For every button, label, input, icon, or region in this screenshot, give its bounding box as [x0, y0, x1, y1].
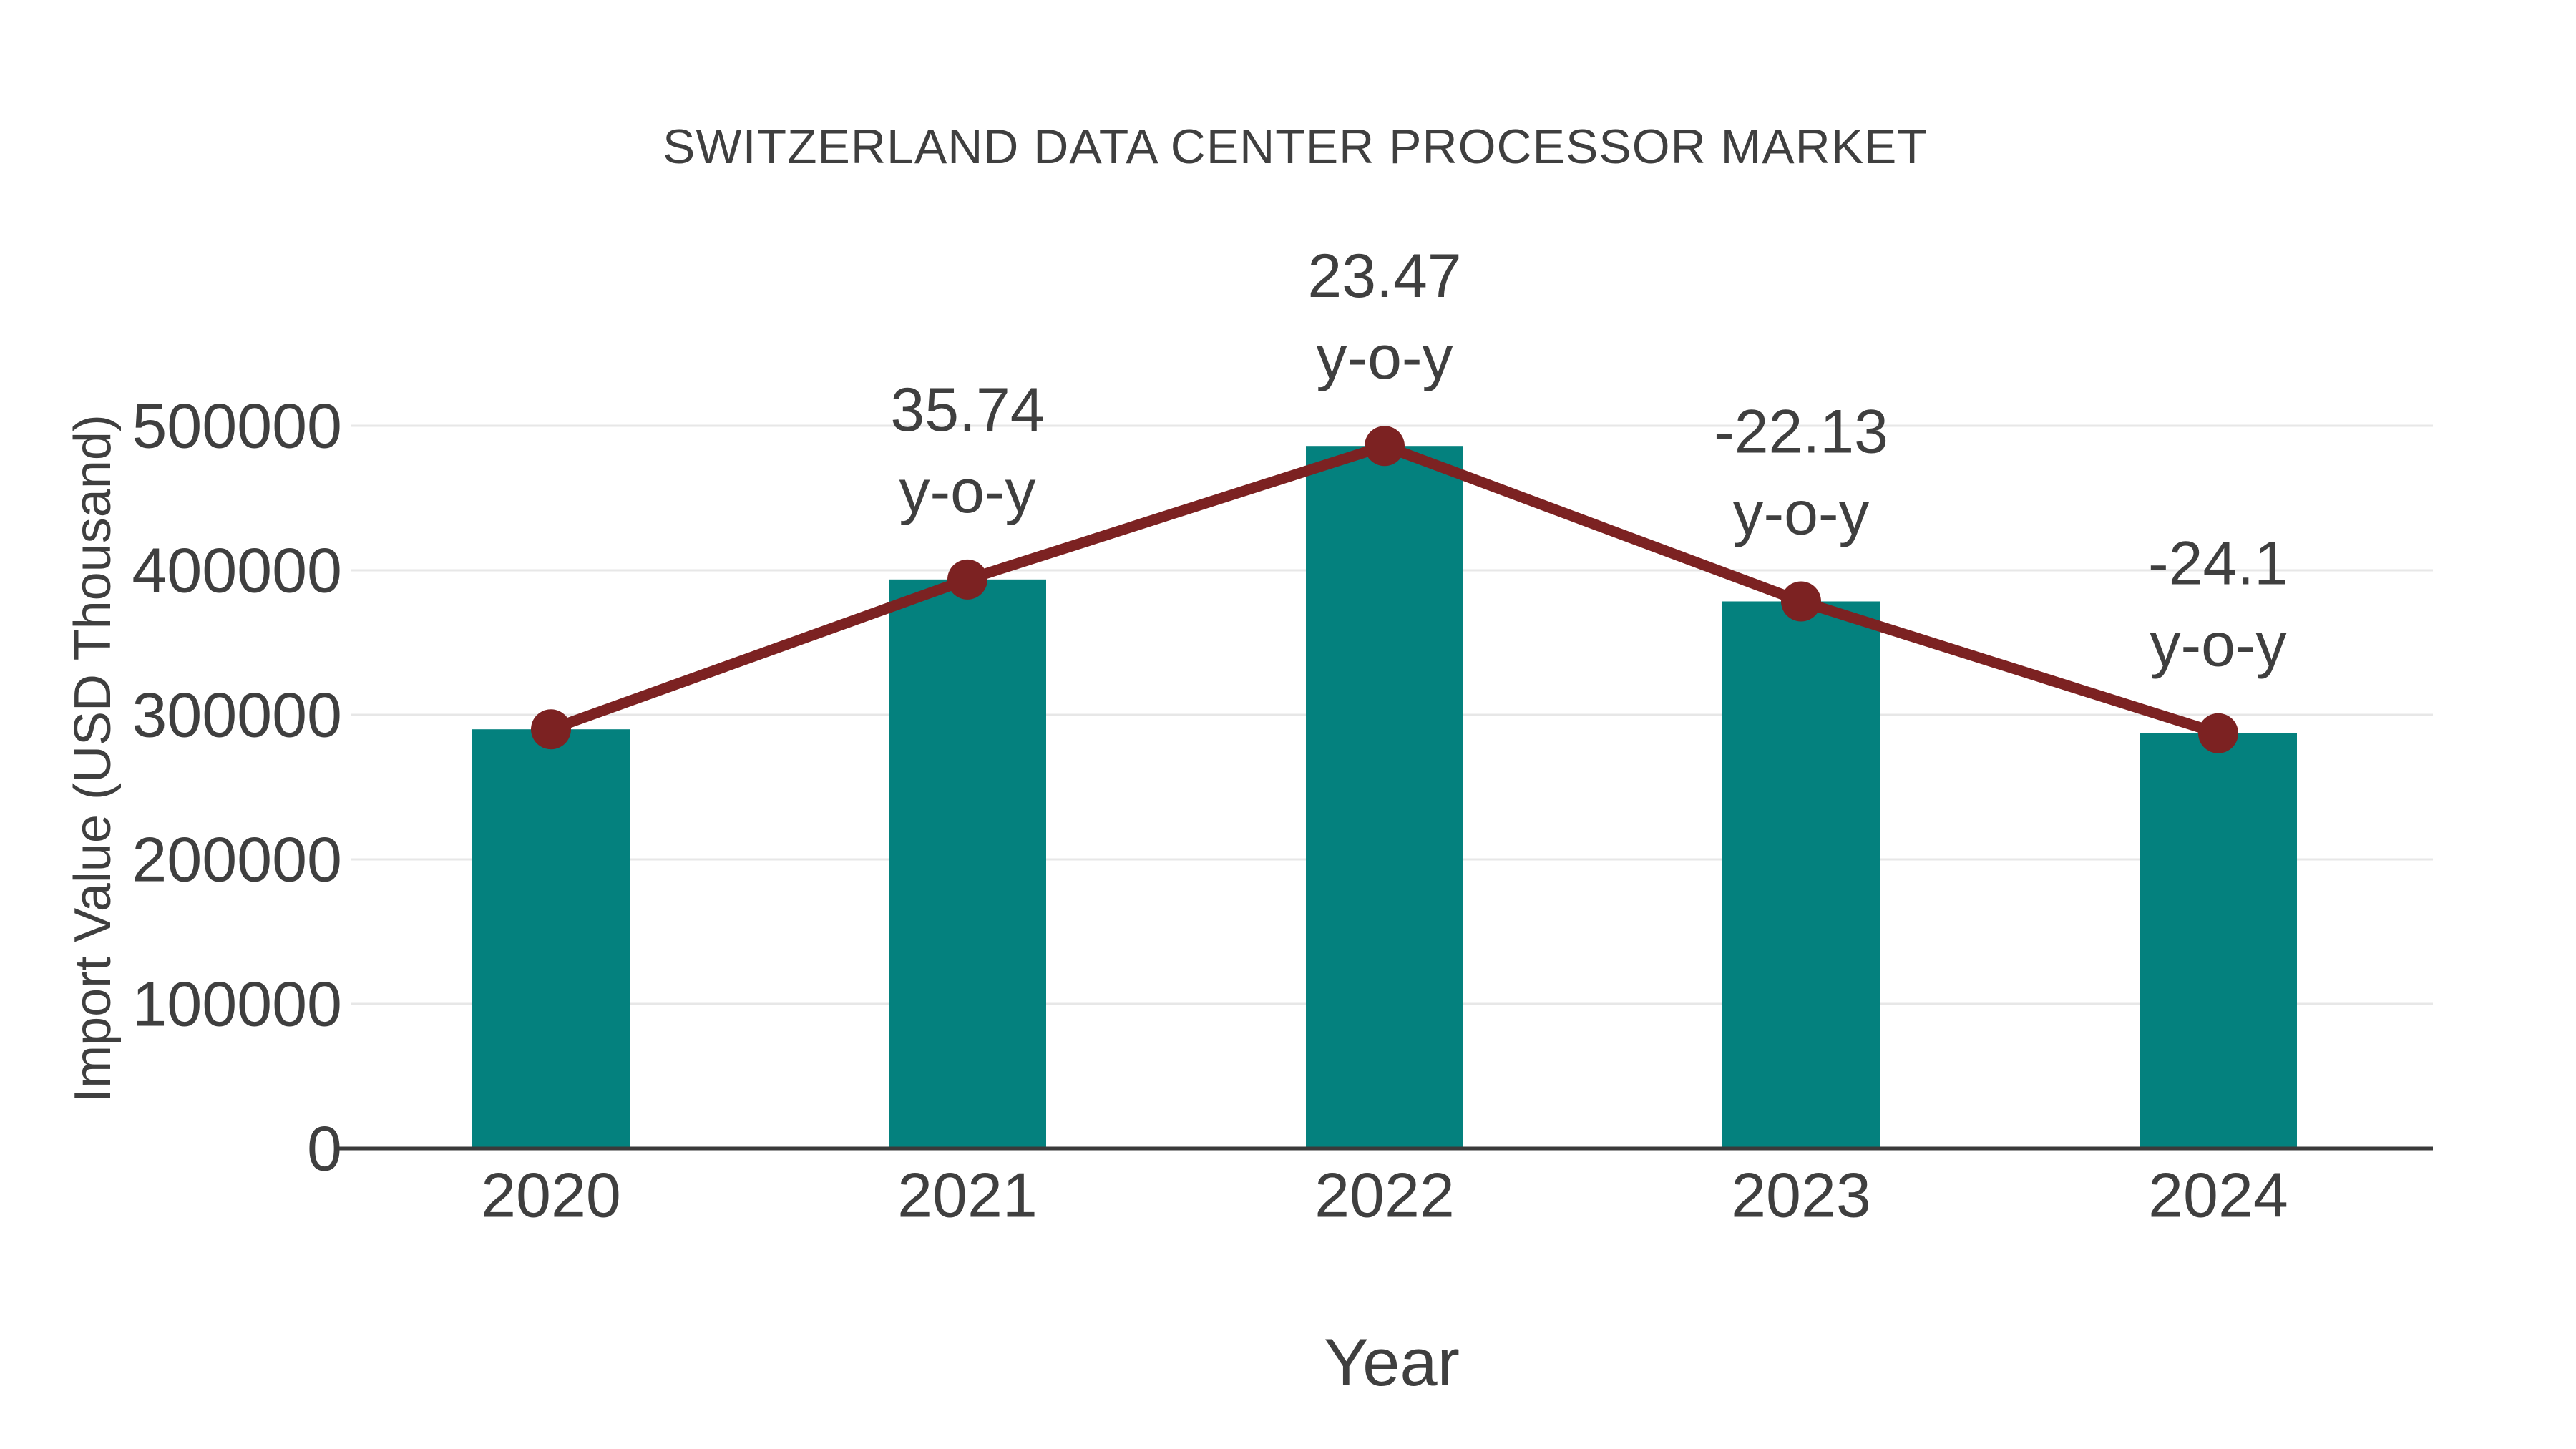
yoy-value-label: 35.74 [890, 376, 1044, 444]
x-tick-label: 2024 [2148, 1160, 2288, 1231]
x-tick-label: 2020 [481, 1160, 621, 1231]
y-tick-label: 100000 [132, 969, 342, 1040]
y-axis-title: Import Value (USD Thousand) [64, 414, 122, 1103]
y-tick-label: 200000 [132, 824, 342, 895]
yoy-value-label: -24.1 [2148, 530, 2288, 598]
bar-2020 [472, 729, 630, 1148]
line-markers [531, 426, 2238, 753]
line-marker-2020 [531, 709, 571, 750]
bar-2023 [1722, 601, 1880, 1148]
line-marker-2024 [2198, 713, 2238, 753]
yoy-value-label: -22.13 [1714, 397, 1888, 466]
line-marker-2022 [1365, 426, 1405, 467]
yoy-suffix-label: y-o-y [1316, 323, 1453, 392]
yoy-annotations: 35.74 y-o-y 23.47 y-o-y -22.13 y-o-y -24.1 y-o-… [890, 242, 2288, 680]
yoy-suffix-label: y-o-y [2150, 611, 2286, 680]
y-tick-label: 300000 [132, 680, 342, 751]
x-tick-label: 2022 [1314, 1160, 1455, 1231]
x-axis-tick-labels: 2020 2021 2022 2023 2024 [481, 1160, 2288, 1231]
bar-2021 [889, 579, 1046, 1148]
bar-2022 [1306, 446, 1463, 1148]
yoy-value-label: 23.47 [1307, 242, 1461, 311]
line-marker-2021 [947, 559, 987, 600]
yoy-suffix-label: y-o-y [899, 457, 1035, 526]
y-tick-label: 500000 [132, 391, 342, 462]
bar-series [472, 446, 2297, 1148]
yoy-suffix-label: y-o-y [1732, 479, 1869, 547]
bar-2024 [2140, 733, 2297, 1148]
x-tick-label: 2021 [897, 1160, 1038, 1231]
x-tick-label: 2023 [1731, 1160, 1871, 1231]
chart-title: SWITZERLAND DATA CENTER PROCESSOR MARKET [663, 119, 1928, 174]
x-axis-title: Year [1324, 1324, 1460, 1400]
y-tick-label: 400000 [132, 535, 342, 606]
line-marker-2023 [1781, 581, 1821, 622]
